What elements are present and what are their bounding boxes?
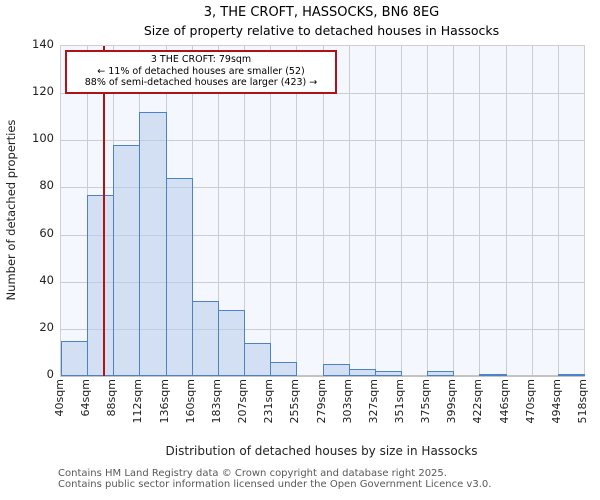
y-tick-label: 40 [39,272,54,287]
x-tick-label: 303sqm [340,379,354,424]
histogram-bar [270,361,298,376]
annotation-line-2: ← 11% of detached houses are smaller (52… [97,65,305,77]
gridline-vertical [427,46,429,376]
x-tick-label: 375sqm [419,379,433,424]
x-tick-label: 231sqm [262,379,276,424]
x-tick-label: 351sqm [392,379,406,424]
y-tick-label: 20 [39,319,54,334]
x-tick-label: 40sqm [53,379,66,417]
y-tick-label: 60 [39,225,54,240]
y-tick-label: 140 [32,37,54,51]
histogram-bar [322,364,350,376]
x-tick-label: 279sqm [314,379,328,424]
gridline-vertical [400,46,402,376]
annotation-line-3: 88% of semi-detached houses are larger (… [84,77,318,88]
histogram-bar [113,145,141,376]
y-tick-label: 80 [39,178,54,193]
histogram-bar [191,300,219,376]
histogram-bar [427,371,455,376]
gridline-vertical [374,46,376,376]
y-tick-label: 120 [32,84,54,99]
x-axis-baseline [61,375,584,377]
y-tick-label: 0 [46,367,54,381]
y-tick-label: 100 [32,131,54,146]
histogram-bar [348,368,376,376]
x-tick-label: 494sqm [549,379,563,424]
histogram-bar [479,373,507,376]
x-tick-label: 446sqm [497,379,511,424]
x-tick-label: 136sqm [157,379,171,424]
x-tick-label: 327sqm [366,379,380,424]
footer-line-2: Contains public sector information licen… [58,479,492,490]
x-tick-label: 422sqm [471,379,485,424]
annotation-line-1: 3 THE CROFT: 79sqm [150,54,252,65]
gridline-vertical [270,46,272,376]
histogram-bar [61,340,89,376]
gridline-vertical [296,46,298,376]
x-tick-label: 112sqm [131,379,145,424]
x-tick-label: 518sqm [576,379,589,424]
gridline-vertical [217,46,219,376]
histogram-bar [374,371,402,376]
x-axis-label: Distribution of detached houses by size … [165,444,478,458]
histogram-bar [557,373,585,376]
histogram-bar [217,310,246,376]
histogram-bar [244,343,272,376]
gridline-vertical [244,46,246,376]
x-tick-label: 64sqm [79,379,93,417]
annotation-box: 3 THE CROFT: 79sqm ← 11% of detached hou… [65,50,337,94]
gridline-vertical [505,46,507,376]
plot-area [60,45,585,377]
histogram-bar [87,194,115,376]
x-tick-label: 88sqm [105,379,119,417]
gridline-vertical [531,46,533,376]
chart-subtitle: Size of property relative to detached ho… [143,23,500,38]
gridline-vertical [322,46,324,376]
x-tick-label: 207sqm [236,379,250,424]
gridline-vertical [348,46,350,376]
x-tick-label: 160sqm [183,379,197,424]
footer-line-1: Contains HM Land Registry data © Crown c… [58,468,447,479]
chart-title: 3, THE CROFT, HASSOCKS, BN6 8EG [203,5,440,20]
histogram-bar [165,178,193,376]
x-tick-label: 183sqm [209,379,223,424]
gridline-vertical [557,46,559,376]
gridline-vertical [479,46,481,376]
histogram-bar [139,112,167,376]
property-marker-line [102,46,105,376]
x-tick-label: 399sqm [445,379,459,424]
x-tick-label: 255sqm [288,379,302,424]
gridline-vertical [453,46,455,376]
x-tick-label: 470sqm [523,379,537,424]
